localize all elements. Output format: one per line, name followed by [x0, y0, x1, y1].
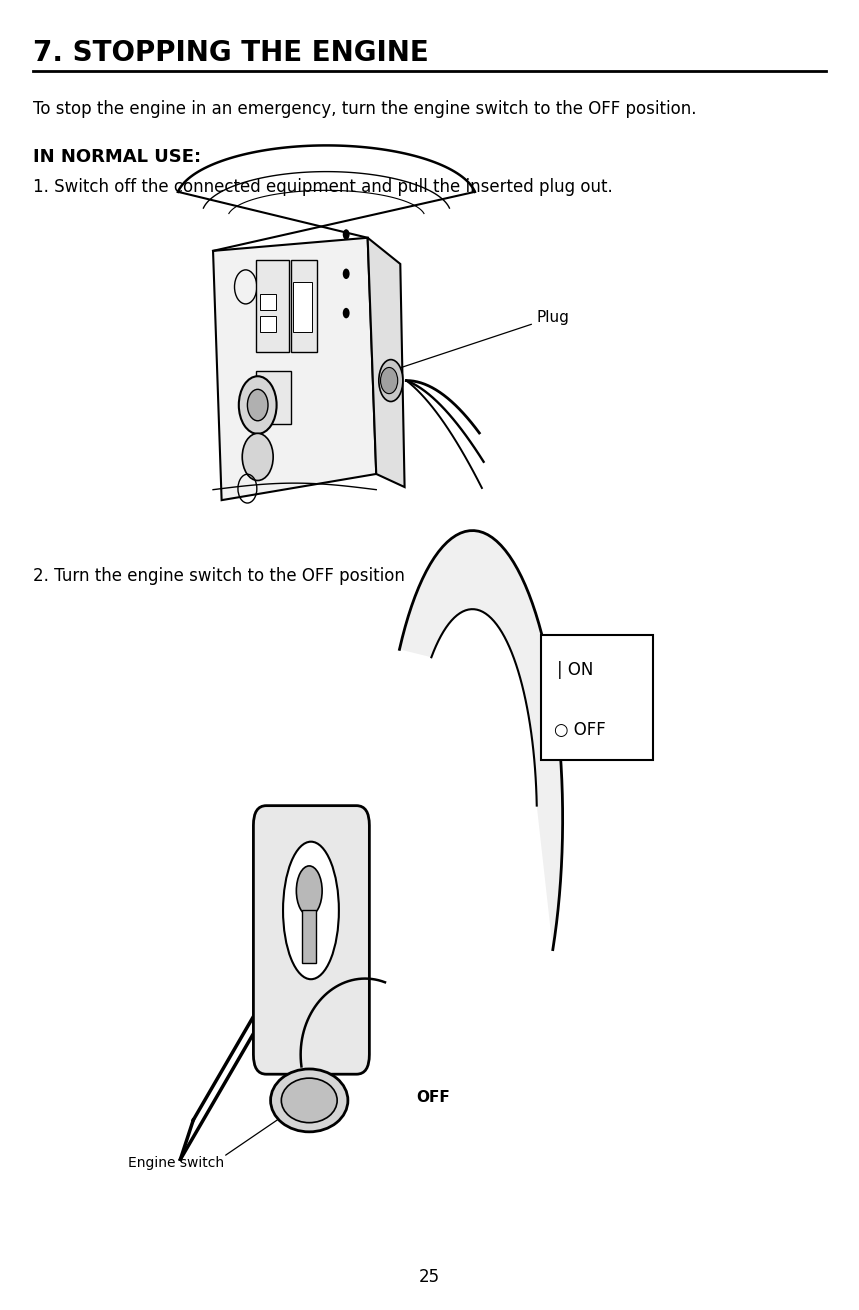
Circle shape — [247, 389, 268, 421]
Text: 2. Turn the engine switch to the OFF position: 2. Turn the engine switch to the OFF pos… — [33, 567, 405, 586]
Circle shape — [343, 229, 350, 240]
FancyBboxPatch shape — [253, 806, 369, 1074]
Ellipse shape — [283, 841, 338, 979]
Text: Plug: Plug — [396, 309, 570, 369]
Circle shape — [239, 376, 277, 434]
FancyBboxPatch shape — [260, 317, 276, 333]
Text: OFF: OFF — [417, 1090, 450, 1106]
Text: IN NORMAL USE:: IN NORMAL USE: — [33, 148, 201, 166]
FancyBboxPatch shape — [302, 910, 316, 963]
Ellipse shape — [296, 866, 322, 916]
Ellipse shape — [281, 1078, 337, 1123]
FancyBboxPatch shape — [256, 261, 289, 352]
Circle shape — [242, 434, 273, 481]
Polygon shape — [213, 238, 376, 500]
Text: 7. STOPPING THE ENGINE: 7. STOPPING THE ENGINE — [33, 39, 429, 67]
Ellipse shape — [271, 1069, 348, 1132]
FancyBboxPatch shape — [291, 261, 318, 352]
Text: | ON: | ON — [557, 662, 593, 679]
Ellipse shape — [379, 359, 403, 401]
Text: ○ OFF: ○ OFF — [554, 721, 606, 739]
FancyBboxPatch shape — [293, 283, 312, 333]
Circle shape — [343, 308, 350, 318]
Circle shape — [343, 269, 350, 279]
FancyBboxPatch shape — [256, 372, 291, 424]
Text: Engine switch: Engine switch — [128, 1157, 224, 1170]
Polygon shape — [399, 531, 563, 950]
Circle shape — [381, 367, 398, 393]
Text: 25: 25 — [419, 1268, 440, 1286]
Text: 1. Switch off the connected equipment and pull the inserted plug out.: 1. Switch off the connected equipment an… — [33, 178, 612, 196]
FancyBboxPatch shape — [260, 295, 276, 310]
Polygon shape — [368, 238, 405, 487]
Text: To stop the engine in an emergency, turn the engine switch to the OFF position.: To stop the engine in an emergency, turn… — [33, 100, 696, 118]
FancyBboxPatch shape — [541, 635, 653, 760]
